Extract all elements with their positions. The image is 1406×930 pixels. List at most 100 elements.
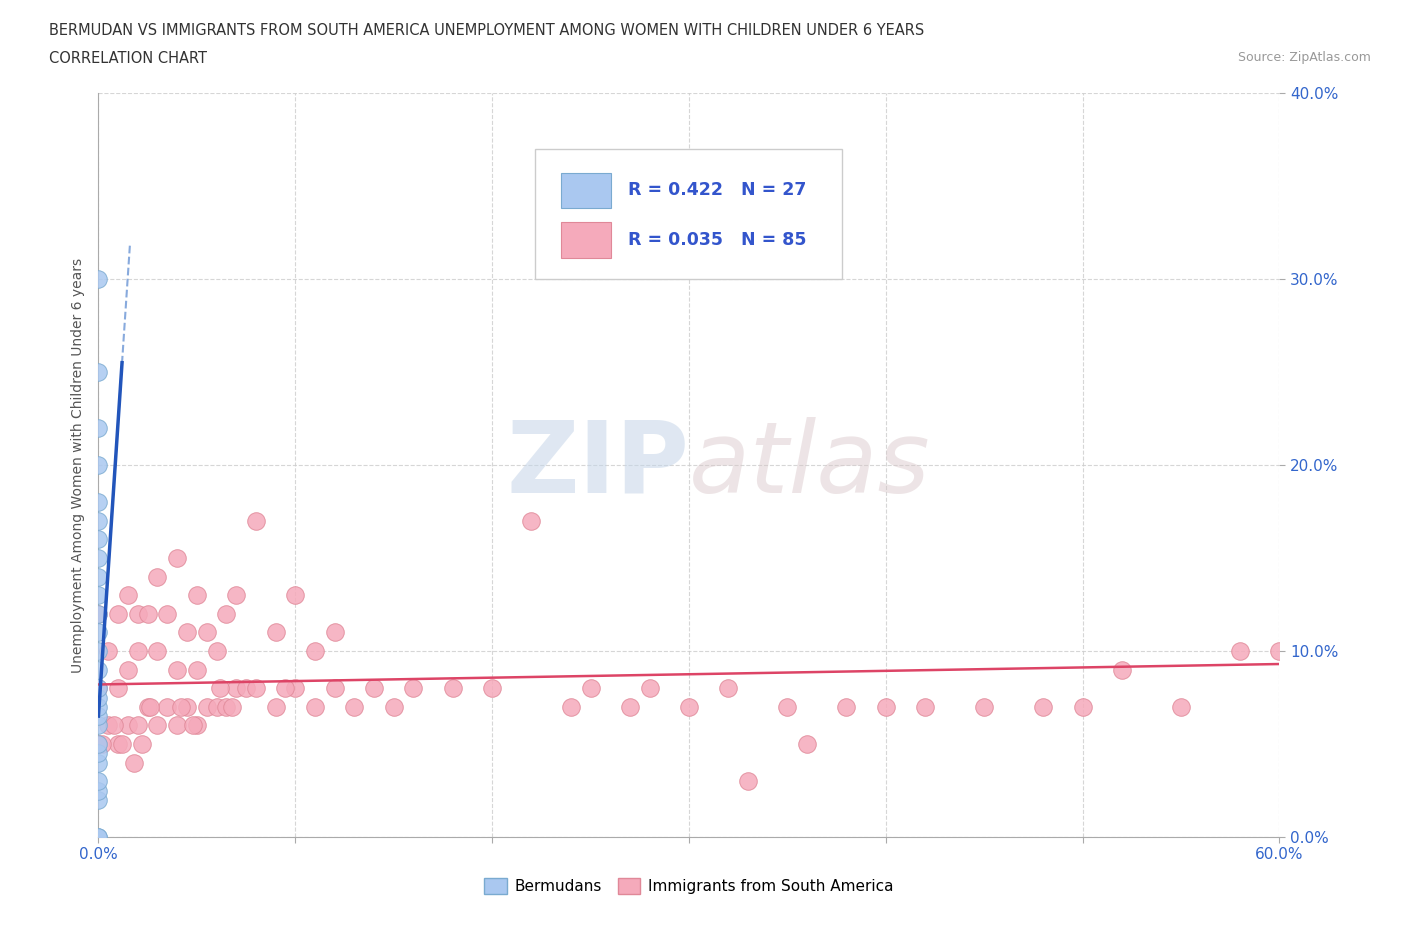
Text: CORRELATION CHART: CORRELATION CHART [49,51,207,66]
Point [87,625,110,640]
Point [97,644,120,658]
Point [323,625,346,640]
Point [87,709,110,724]
Point [87,681,110,696]
Point [87,420,110,435]
Point [973,699,995,714]
Point [87,365,110,379]
Point [103,718,125,733]
Point [97,718,120,733]
Point [1268,644,1291,658]
Point [638,681,661,696]
Point [382,699,405,714]
Point [127,644,149,658]
Point [914,699,936,714]
Point [245,681,267,696]
Point [156,606,179,621]
Point [87,783,110,798]
Point [107,681,129,696]
Point [87,746,110,761]
Point [235,681,257,696]
Point [87,606,110,621]
Point [87,830,110,844]
Point [186,588,208,603]
Point [87,588,110,603]
Point [87,569,110,584]
Point [215,606,238,621]
Point [170,699,193,714]
Point [245,513,267,528]
Point [87,513,110,528]
Point [87,606,110,621]
Point [87,830,110,844]
Point [195,699,218,714]
Point [579,681,602,696]
Point [205,644,228,658]
Text: BERMUDAN VS IMMIGRANTS FROM SOUTH AMERICA UNEMPLOYMENT AMONG WOMEN WITH CHILDREN: BERMUDAN VS IMMIGRANTS FROM SOUTH AMERIC… [49,23,925,38]
Bar [561,173,612,208]
Point [127,606,149,621]
Point [87,690,110,705]
Point [166,551,188,565]
Point [560,699,582,714]
Point [323,681,346,696]
Point [176,625,198,640]
FancyBboxPatch shape [536,149,842,279]
Point [87,644,110,658]
Point [107,737,129,751]
Point [481,681,503,696]
Point [209,681,232,696]
Point [131,737,153,751]
Point [117,588,139,603]
Legend: Bermudans, Immigrants from South America: Bermudans, Immigrants from South America [478,871,900,900]
Point [225,681,247,696]
Point [127,718,149,733]
Point [87,495,110,510]
Point [284,588,307,603]
Point [87,699,110,714]
Point [117,718,139,733]
Point [835,699,858,714]
Point [146,569,169,584]
Point [122,755,145,770]
Point [87,662,110,677]
Point [441,681,464,696]
Point [776,699,799,714]
Point [343,699,366,714]
Text: atlas: atlas [689,417,931,513]
Point [87,774,110,789]
Point [1071,699,1094,714]
Point [304,699,326,714]
Point [111,737,134,751]
Text: Source: ZipAtlas.com: Source: ZipAtlas.com [1237,51,1371,64]
Bar [561,222,612,259]
Point [91,737,114,751]
Point [520,513,543,528]
Point [107,606,129,621]
Point [264,625,287,640]
Point [274,681,297,696]
Point [875,699,897,714]
Point [87,681,110,696]
Point [1032,699,1054,714]
Point [717,681,740,696]
Point [1229,644,1251,658]
Point [87,272,110,286]
Point [87,551,110,565]
Point [186,662,208,677]
Point [284,681,307,696]
Point [87,755,110,770]
Point [117,662,139,677]
Point [166,718,188,733]
Point [87,718,110,733]
Text: R = 0.422   N = 27: R = 0.422 N = 27 [627,181,806,199]
Point [156,699,179,714]
Point [205,699,228,714]
Point [87,792,110,807]
Y-axis label: Unemployment Among Women with Children Under 6 years: Unemployment Among Women with Children U… [70,258,84,672]
Point [181,718,204,733]
Point [166,662,188,677]
Point [87,737,110,751]
Text: R = 0.035   N = 85: R = 0.035 N = 85 [627,232,806,249]
Point [146,718,169,733]
